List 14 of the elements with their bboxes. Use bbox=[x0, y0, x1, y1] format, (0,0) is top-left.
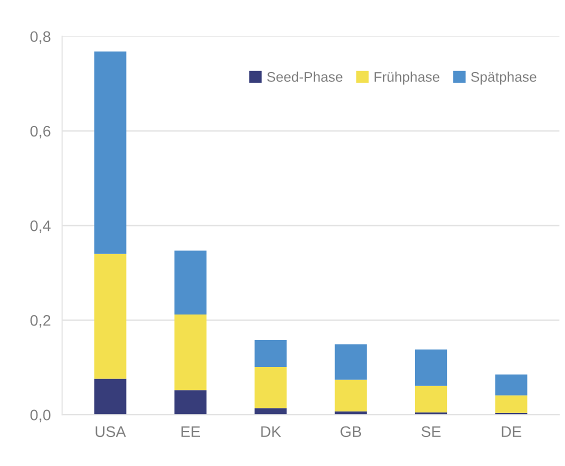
y-tick-label: 0,6 bbox=[30, 126, 50, 138]
legend-label: Spätphase bbox=[471, 72, 536, 85]
x-tick-label: GB bbox=[340, 426, 362, 438]
legend-label: Frühphase bbox=[374, 72, 440, 85]
x-tick-label: USA bbox=[96, 426, 126, 438]
y-tick-label: 0,8 bbox=[30, 31, 50, 44]
x-tick-label: DK bbox=[261, 426, 282, 437]
x-tick-label: SE bbox=[422, 426, 441, 438]
legend-label: Seed-Phase bbox=[267, 72, 342, 82]
x-tick-label: DE bbox=[502, 426, 522, 437]
y-tick-label: 0,4 bbox=[30, 220, 51, 234]
y-tick-label: 0,2 bbox=[30, 315, 50, 328]
x-tick-label: EE bbox=[182, 426, 200, 437]
y-tick-label: 0,0 bbox=[30, 410, 50, 422]
